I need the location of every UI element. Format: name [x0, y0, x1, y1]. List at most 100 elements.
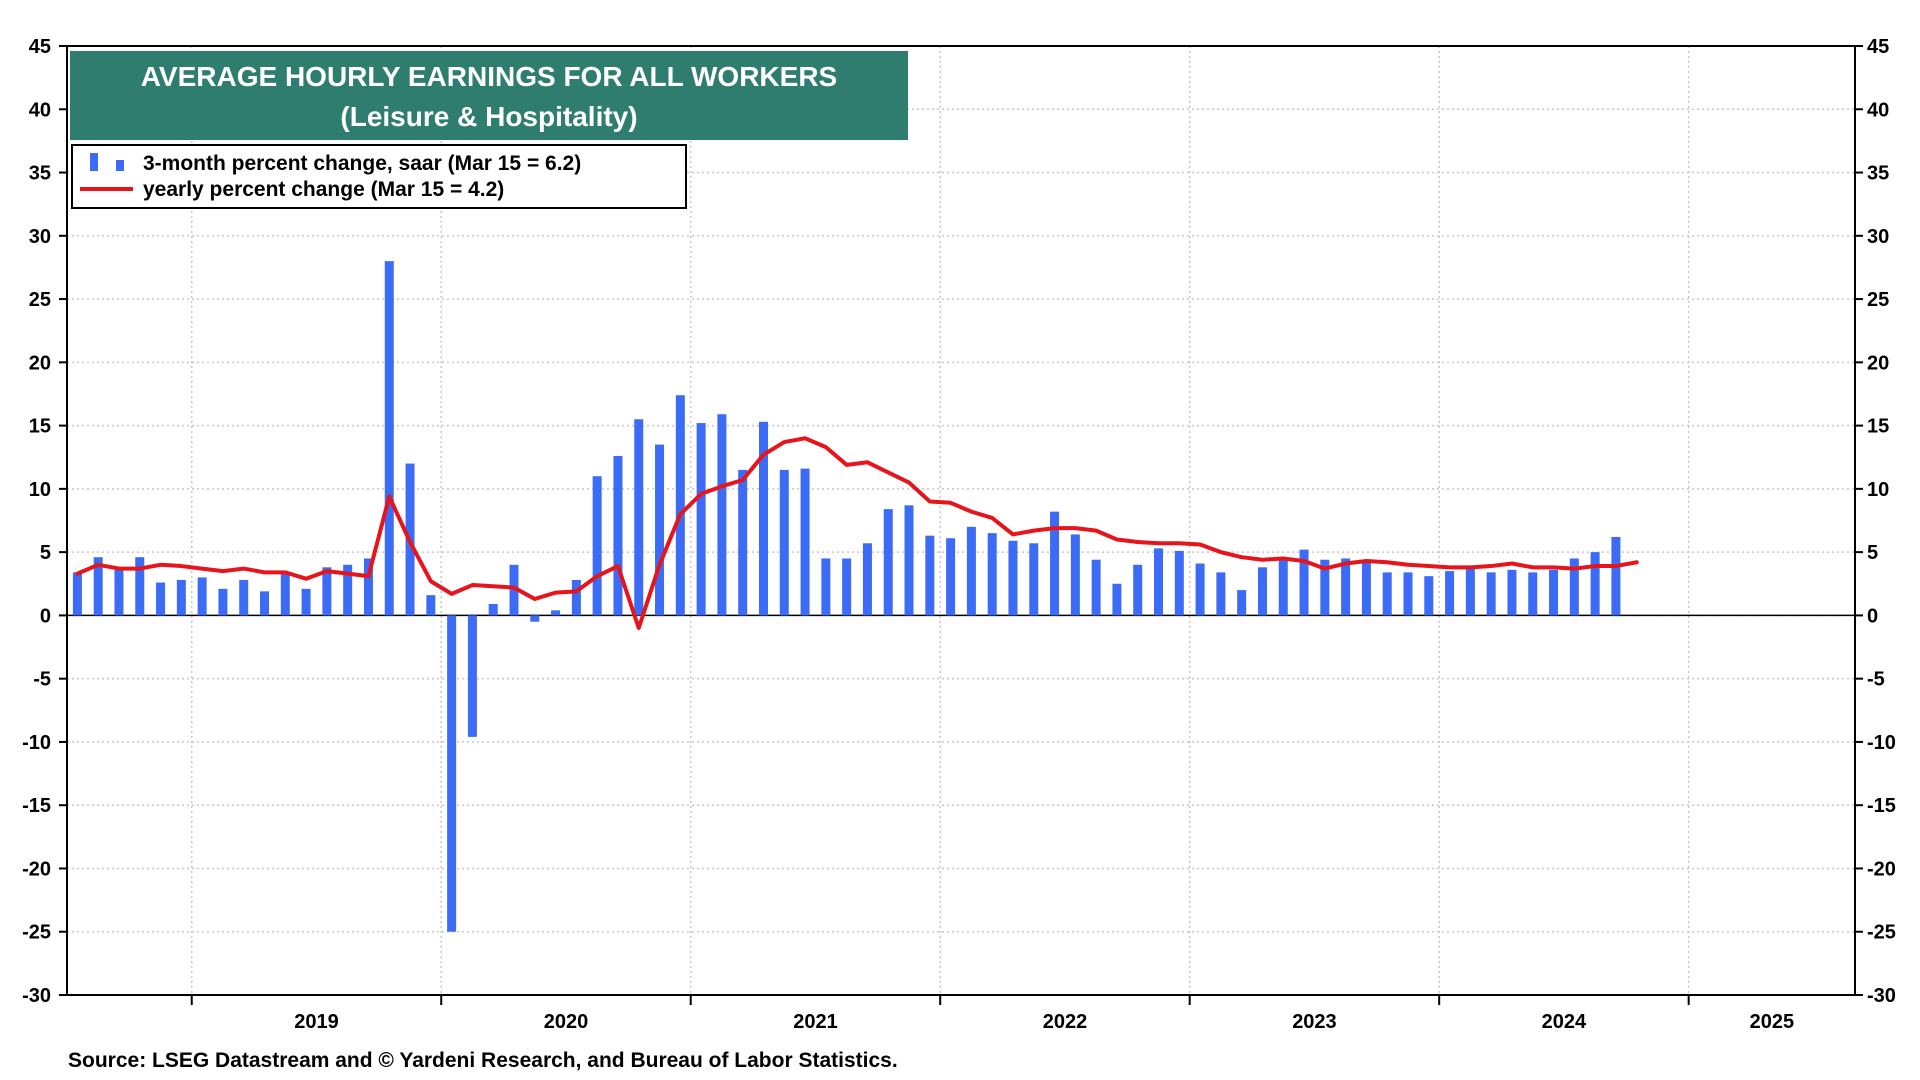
bar-3month-55	[1195, 563, 1205, 616]
bar-3month-70	[1507, 569, 1517, 616]
bar-3month-48	[1050, 511, 1060, 616]
bar-3month-10	[260, 591, 270, 616]
x-axis: 2019 2020 2021 2022 2023 2024 2025	[190, 995, 1795, 1033]
bar-3month-73	[1569, 558, 1579, 616]
bar-3month-62	[1341, 558, 1351, 616]
bar-3month-11	[280, 572, 290, 616]
right-tick-label: 0	[1867, 605, 1878, 627]
title-box: AVERAGE HOURLY EARNINGS FOR ALL WORKERS …	[70, 51, 908, 140]
legend: 3-month percent change, saar (Mar 15 = 6…	[71, 144, 687, 209]
bar-3month-19	[447, 615, 457, 932]
right-tick-label: -5	[1867, 669, 1885, 691]
left-tick-label: 10	[29, 479, 51, 501]
bar-3month-33	[738, 469, 748, 616]
bar-3month-49	[1070, 534, 1080, 616]
left-tick-label: 5	[40, 542, 51, 564]
bar-3month-56	[1216, 572, 1226, 616]
legend-label-bars: 3-month percent change, saar (Mar 15 = 6…	[143, 152, 581, 175]
x-tick-label-2019: 2019	[294, 1011, 339, 1033]
x-tick-label-2022: 2022	[1043, 1011, 1088, 1033]
left-tick-label: 20	[29, 352, 51, 374]
bar-3month-47	[1029, 543, 1039, 616]
left-tick-label: 45	[29, 36, 51, 58]
right-tick-label: 40	[1867, 99, 1889, 121]
right-tick-label: 35	[1867, 163, 1889, 185]
left-tick-label: 30	[29, 226, 51, 248]
bar-3month-13	[322, 567, 332, 616]
bar-3month-75	[1611, 536, 1621, 616]
bar-3month-38	[842, 558, 852, 616]
right-tick-label: -20	[1867, 858, 1896, 880]
bar-3month-12	[301, 588, 311, 616]
bar-3month-37	[821, 558, 831, 616]
x-tick-label-2020: 2020	[544, 1011, 589, 1033]
bar-3month-52	[1133, 564, 1143, 616]
bar-3month-16	[384, 261, 394, 616]
bar-3month-4	[135, 557, 145, 616]
bar-3month-8	[218, 588, 228, 616]
legend-bar-swatch-short	[116, 160, 124, 171]
bar-3month-50	[1091, 559, 1101, 616]
bar-3month-2	[93, 557, 103, 616]
left-y-axis: 45 40 35 30 25 20 15 10 5 0 -5 -10 -15 -20 -25 -30	[22, 36, 67, 1007]
bar-3month-44	[966, 526, 976, 616]
bar-3month-36	[800, 468, 810, 616]
bar-3month-6	[176, 579, 186, 616]
bar-3month-27	[613, 455, 623, 616]
chart-subtitle: (Leisure & Hospitality)	[340, 101, 637, 132]
x-tick-label-2025: 2025	[1750, 1011, 1795, 1033]
right-tick-label: 10	[1867, 479, 1889, 501]
legend-bar-swatch-tall	[90, 153, 98, 171]
bar-3month-59	[1278, 559, 1288, 616]
bar-3month-58	[1257, 567, 1267, 616]
bar-3month-39	[862, 543, 872, 616]
left-tick-label: -10	[22, 732, 51, 754]
legend-frame	[71, 144, 687, 209]
left-tick-label: -20	[22, 858, 51, 880]
bar-3month-69	[1486, 572, 1496, 616]
legend-label-line: yearly percent change (Mar 15 = 4.2)	[143, 178, 504, 201]
x-tick-label-2024: 2024	[1542, 1011, 1587, 1033]
bar-3month-54	[1174, 550, 1184, 616]
bar-3month-40	[883, 509, 893, 616]
right-tick-label: 30	[1867, 226, 1889, 248]
right-tick-label: 45	[1867, 36, 1889, 58]
bar-3month-72	[1549, 569, 1559, 616]
bar-3month-65	[1403, 572, 1413, 616]
grid-lines	[67, 46, 1855, 995]
bar-3month-24	[551, 610, 561, 616]
bar-3month-51	[1112, 583, 1122, 616]
bar-3month-57	[1237, 590, 1247, 616]
bar-3month-22	[509, 564, 519, 616]
left-tick-label: 35	[29, 163, 51, 185]
bar-3month-14	[343, 564, 353, 616]
bar-3month-29	[655, 444, 665, 616]
x-tick-label-2021: 2021	[793, 1011, 838, 1033]
right-tick-label: 20	[1867, 352, 1889, 374]
bar-3month-3	[114, 569, 124, 616]
bar-3month-32	[717, 414, 727, 616]
yearly-change-line	[75, 436, 1639, 631]
bar-3month-35	[779, 469, 789, 616]
bar-3month-67	[1445, 571, 1455, 616]
source-note: Source: LSEG Datastream and © Yardeni Re…	[68, 1049, 898, 1072]
left-tick-label: -30	[22, 985, 51, 1007]
left-tick-label: 25	[29, 289, 51, 311]
bar-3month-34	[758, 421, 768, 616]
bar-3month-64	[1382, 572, 1392, 616]
title-background	[70, 51, 908, 140]
bar-3month-25	[571, 579, 581, 616]
plot-frame	[66, 45, 1856, 996]
bar-3month-66	[1424, 576, 1434, 616]
left-tick-label: 40	[29, 99, 51, 121]
right-tick-label: 5	[1867, 542, 1878, 564]
left-tick-label: 0	[40, 605, 51, 627]
right-tick-label: -15	[1867, 795, 1896, 817]
bar-3month-43	[946, 538, 956, 616]
bar-3month-21	[488, 604, 498, 616]
bar-3month-5	[156, 582, 166, 616]
bar-3month-20	[467, 615, 477, 737]
bar-3month-46	[1008, 540, 1018, 616]
bar-3month-28	[634, 419, 644, 616]
